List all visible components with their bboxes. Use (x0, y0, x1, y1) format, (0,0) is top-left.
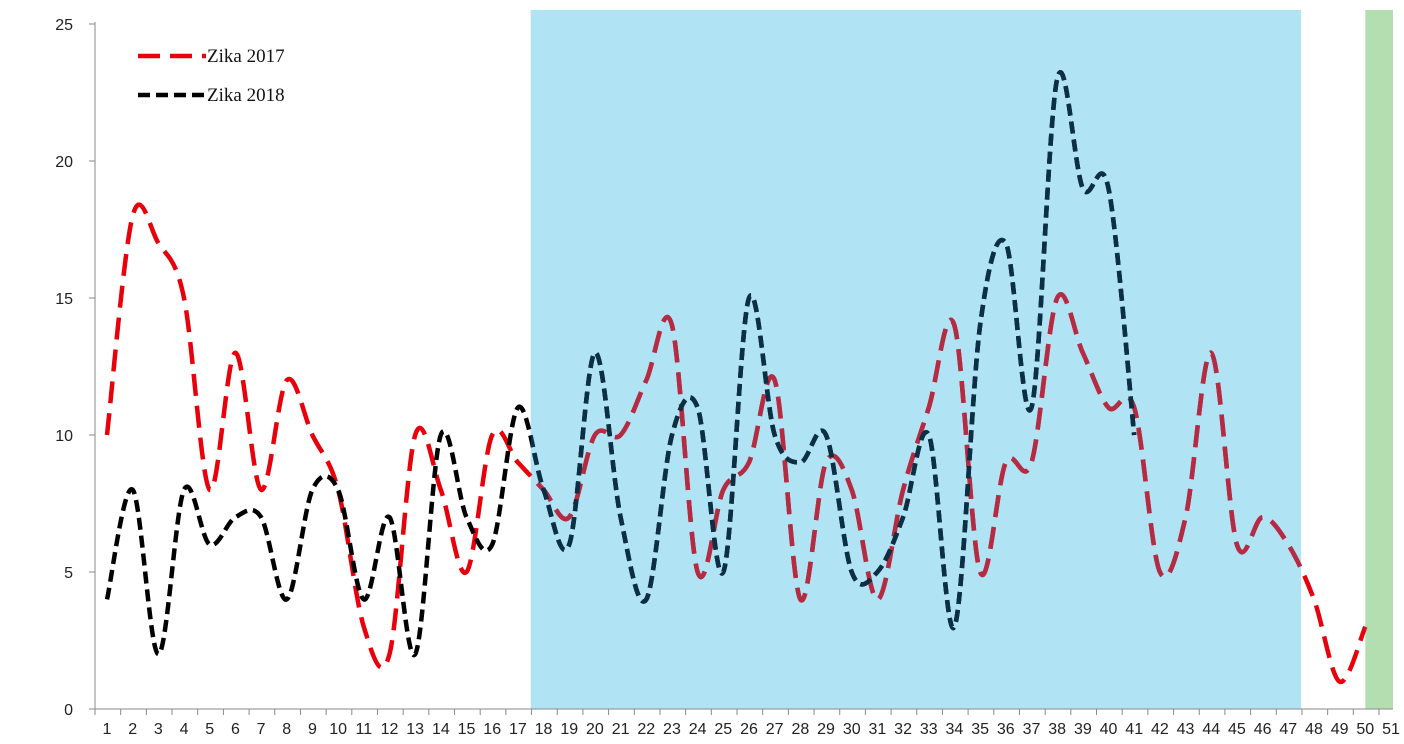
series-lines (104, 70, 1368, 684)
x-tick-label: 31 (869, 721, 887, 738)
x-tick-label: 29 (817, 721, 835, 738)
x-tick-label: 48 (1305, 721, 1323, 738)
x-tick-label: 47 (1279, 721, 1297, 738)
x-tick-label: 26 (740, 721, 758, 738)
x-tick-label: 38 (1048, 721, 1066, 738)
x-tick-label: 25 (714, 721, 732, 738)
x-tick-label: 28 (791, 721, 809, 738)
x-tick-label: 16 (483, 721, 501, 738)
x-tick-label: 39 (1074, 721, 1092, 738)
x-tick-label: 44 (1202, 721, 1220, 738)
x-tick-label: 6 (231, 721, 240, 738)
x-tick-label: 1 (103, 721, 112, 738)
x-tick-label: 51 (1382, 721, 1400, 738)
x-tick-label: 43 (1177, 721, 1195, 738)
x-tick-label: 14 (432, 721, 450, 738)
x-tick-label: 37 (1023, 721, 1041, 738)
shaded-region-1 (530, 10, 1302, 709)
x-tick-label: 5 (205, 721, 214, 738)
x-tick-label: 42 (1151, 721, 1169, 738)
x-tick-label: 20 (586, 721, 604, 738)
x-tick-label: 9 (308, 721, 317, 738)
y-tick-label: 10 (55, 428, 73, 445)
series-line-zika-2017-shaded (530, 292, 1302, 603)
x-tick-label: 32 (894, 721, 912, 738)
x-tick-label: 2 (128, 721, 137, 738)
x-tick-label: 40 (1100, 721, 1118, 738)
x-tick-label: 10 (329, 721, 347, 738)
x-tick-label: 8 (282, 721, 291, 738)
x-tick-label: 11 (355, 721, 372, 738)
x-tick-label: 50 (1356, 721, 1374, 738)
x-tick-label: 15 (458, 721, 476, 738)
x-tick-label: 34 (946, 721, 964, 738)
x-tick-label: 13 (406, 721, 424, 738)
x-tick-label: 19 (560, 721, 578, 738)
y-tick-label: 25 (55, 17, 73, 34)
x-tick-label: 35 (971, 721, 989, 738)
x-tick-label: 3 (154, 721, 163, 738)
legend-label: Zika 2018 (207, 85, 285, 106)
x-tick-label: 7 (257, 721, 266, 738)
x-tick-label: 21 (612, 721, 630, 738)
shaded-region-2 (1365, 10, 1393, 709)
x-tick-label: 36 (997, 721, 1015, 738)
x-tick-label: 18 (535, 721, 553, 738)
x-tick-label: 4 (180, 721, 189, 738)
x-tick-label: 41 (1125, 721, 1143, 738)
x-tick-label: 30 (843, 721, 861, 738)
x-tick-label: 33 (920, 721, 938, 738)
y-tick-label: 5 (64, 565, 73, 582)
x-tick-label: 45 (1228, 721, 1246, 738)
x-tick-label: 46 (1254, 721, 1272, 738)
x-tick-label: 49 (1331, 721, 1349, 738)
x-tick-label: 23 (663, 721, 681, 738)
y-tick-label: 0 (64, 702, 73, 719)
legend: Zika 2017 Zika 2018 (138, 46, 285, 106)
series-line-zika-2018-shaded (530, 70, 1137, 631)
y-tick-label: 15 (55, 291, 73, 308)
x-tick-label: 27 (766, 721, 784, 738)
x-tick-label: 24 (689, 721, 707, 738)
x-tick-label: 17 (509, 721, 527, 738)
x-tick-label: 22 (637, 721, 655, 738)
x-tick-label: 12 (381, 721, 399, 738)
y-tick-label: 20 (55, 154, 73, 171)
legend-label: Zika 2017 (207, 46, 285, 67)
shaded-regions (530, 10, 1393, 709)
